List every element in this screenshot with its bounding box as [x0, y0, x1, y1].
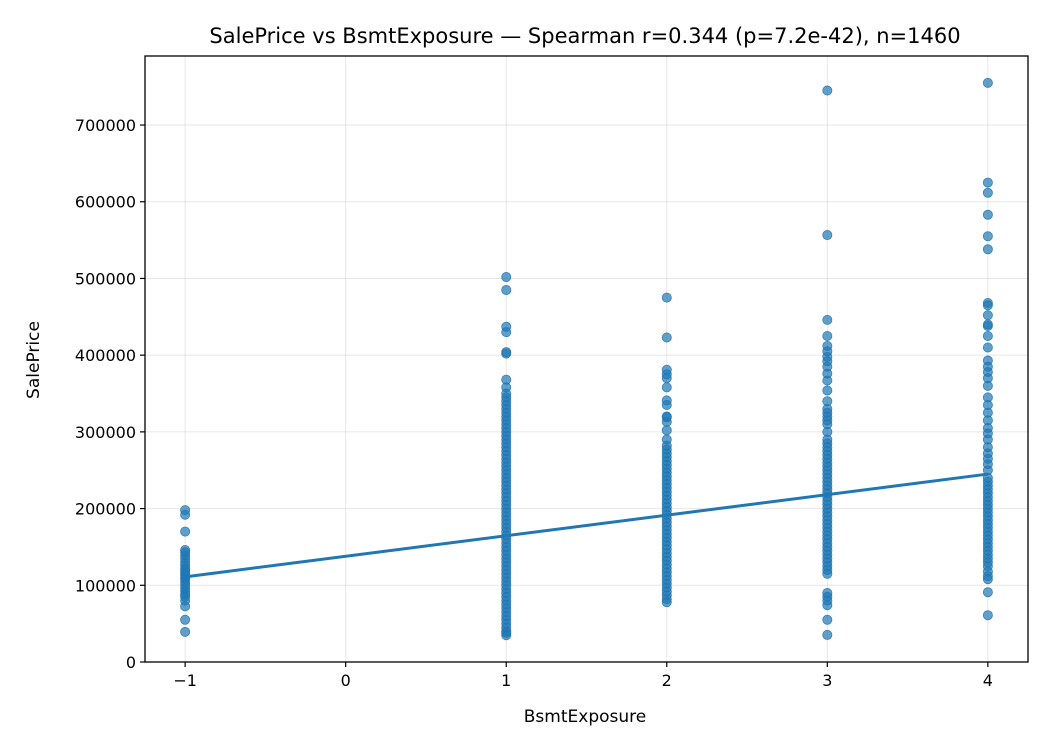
data-point-x2-49: [661, 382, 672, 393]
x-axis-title: BsmtExposure: [524, 707, 646, 727]
data-point-x4-58: [982, 77, 993, 88]
trend-line: [184, 472, 989, 579]
data-point-x3-56: [822, 340, 833, 351]
data-point-x2-54: [661, 292, 672, 303]
x-tick-label-3: 2: [662, 671, 672, 690]
data-point-x4-40: [982, 392, 993, 403]
data-point-x1-72: [501, 272, 512, 283]
data-point-x2-43: [661, 425, 672, 436]
data-point-x2-48: [661, 395, 672, 406]
data-point-x0-24: [180, 505, 191, 516]
data-point-x3-48: [822, 396, 833, 407]
y-tick-label-1: 100000: [75, 576, 136, 595]
data-point-x3-57: [822, 330, 833, 341]
data-point-x4-46: [982, 342, 993, 353]
x-tick-label-4: 3: [822, 671, 832, 690]
data-point-x4-0: [982, 610, 993, 621]
data-point-x3-5: [822, 587, 833, 598]
x-tick-label-5: 4: [983, 671, 993, 690]
data-point-x1-68: [501, 347, 512, 358]
y-tick-label-5: 500000: [75, 269, 136, 288]
y-tick-label-7: 700000: [75, 116, 136, 135]
y-tick-label-0: 0: [126, 653, 136, 672]
data-point-x4-53: [982, 244, 993, 255]
data-point-x3-49: [822, 385, 833, 396]
data-point-x1-70: [501, 321, 512, 332]
plot-area-frame: [144, 55, 1029, 663]
data-point-x4-47: [982, 330, 993, 341]
y-tick-label-6: 600000: [75, 193, 136, 212]
data-point-x0-1: [180, 614, 191, 625]
data-point-x4-57: [982, 177, 993, 188]
data-point-x3-58: [822, 314, 833, 325]
data-point-x3-59: [822, 230, 833, 241]
data-point-x4-49: [982, 319, 993, 330]
data-point-x0-22: [180, 526, 191, 537]
x-tick-label-0: −1: [173, 671, 197, 690]
data-point-x1-66: [501, 374, 512, 385]
y-tick-label-2: 200000: [75, 500, 136, 519]
data-point-x2-52: [661, 364, 672, 375]
y-axis-title: SalePrice: [24, 321, 44, 399]
data-point-x4-56: [982, 187, 993, 198]
data-point-x0-21: [180, 545, 191, 556]
data-point-x2-53: [661, 332, 672, 343]
data-point-x4-1: [982, 587, 993, 598]
x-axis-ticks: −1 0 1 2 3 4: [173, 662, 993, 690]
y-tick-label-3: 300000: [75, 423, 136, 442]
trend-line-group: [184, 472, 989, 579]
data-point-x2-42: [661, 434, 672, 445]
data-point-x4-54: [982, 231, 993, 242]
data-point-x4-45: [982, 355, 993, 366]
data-point-x4-55: [982, 209, 993, 220]
data-point-x4-50: [982, 310, 993, 321]
x-tick-label-2: 1: [501, 671, 511, 690]
data-point-x0-0: [180, 626, 191, 637]
data-point-x3-0: [822, 629, 833, 640]
data-point-x2-46: [661, 411, 672, 422]
data-point-x3-1: [822, 614, 833, 625]
data-points: [180, 77, 993, 641]
data-point-x4-52: [982, 298, 993, 309]
x-tick-label-1: 0: [341, 671, 351, 690]
data-point-x1-71: [501, 284, 512, 295]
data-point-x3-60: [822, 85, 833, 96]
y-tick-label-4: 400000: [75, 346, 136, 365]
chart-title: SalePrice vs BsmtExposure — Spearman r=0…: [209, 24, 960, 48]
y-axis-ticks: 0 100000 200000 300000 400000 500000 600000 700…: [75, 116, 145, 672]
